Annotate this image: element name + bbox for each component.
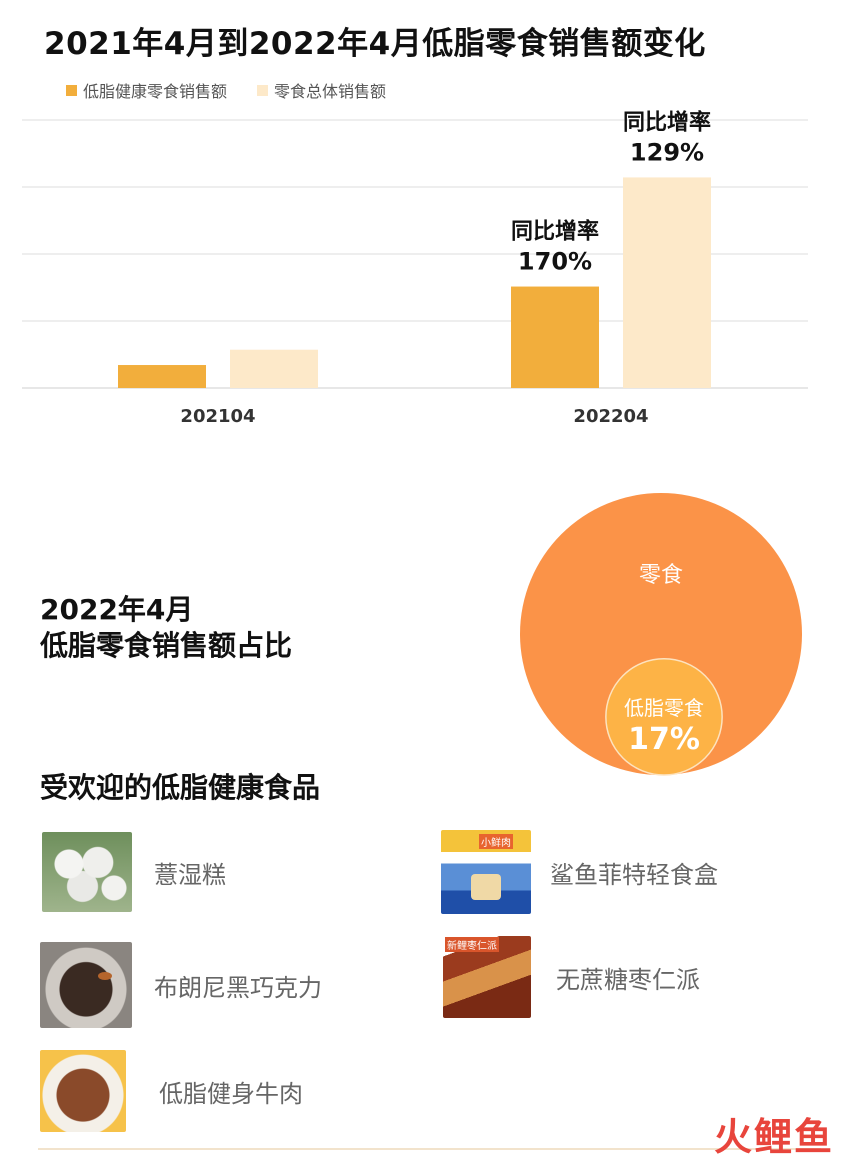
share-title-line2: 低脂零食销售额占比 (40, 629, 293, 662)
pie-inner-circle (605, 657, 723, 776)
legend-label-total: 零食总体销售额 (274, 82, 387, 101)
x-tick-label: 202204 (573, 406, 648, 427)
watermark-logo: 火鲤鱼 (713, 1115, 834, 1159)
bar-chart: 202104 同比增率 170% 同比增率 129% 202204 (22, 109, 808, 427)
product-item[interactable]: 薏湿糕 (42, 832, 226, 912)
bar (230, 349, 318, 388)
product-name: 无蔗糖枣仁派 (556, 965, 700, 994)
legend-item-total: 零食总体销售额 (257, 78, 386, 102)
bar-annotation-label: 同比增率 (623, 109, 711, 135)
product-item[interactable]: 新鲤枣仁派 无蔗糖枣仁派 (443, 936, 700, 1018)
pie-inner-value: 17% (628, 722, 700, 757)
date-pie-photo-icon: 新鲤枣仁派 (443, 936, 531, 1018)
legend-swatch-total (257, 84, 269, 96)
chart-legend: 低脂健康零食销售额 零食总体销售额 (66, 78, 386, 102)
product-item[interactable]: 布朗尼黑巧克力 (40, 942, 322, 1028)
legend-item-low-fat: 低脂健康零食销售额 (66, 78, 227, 102)
bar (623, 177, 711, 388)
legend-label-low-fat: 低脂健康零食销售额 (83, 82, 228, 101)
product-name: 鲨鱼菲特轻食盒 (550, 860, 718, 889)
brownie-photo-icon (40, 942, 132, 1028)
bar-annotation-value: 170% (518, 248, 592, 276)
bar (118, 365, 206, 388)
date-pie-label: 新鲤枣仁派 (445, 937, 499, 952)
bar (511, 286, 599, 388)
legend-swatch-low-fat (66, 84, 77, 96)
rice-cake-photo-icon (42, 832, 132, 912)
snack-box-photo-icon: 小鲜肉 (441, 830, 531, 914)
product-item[interactable]: 小鲜肉 鲨鱼菲特轻食盒 (441, 830, 718, 914)
bar-annotation-label: 同比增率 (511, 219, 599, 245)
product-item[interactable]: 低脂健身牛肉 (40, 1050, 303, 1132)
pie-inner-label: 低脂零食 (624, 696, 704, 720)
product-name: 薏湿糕 (154, 860, 226, 889)
snack-box-pack (471, 874, 501, 900)
beef-photo-icon (40, 1050, 126, 1132)
product-name: 布朗尼黑巧克力 (154, 973, 322, 1002)
share-title-line1: 2022年4月 (40, 593, 194, 626)
almond-shape (98, 972, 112, 980)
product-name: 低脂健身牛肉 (159, 1079, 303, 1108)
products-title: 受欢迎的低脂健康食品 (40, 771, 321, 804)
chart-title: 2021年4月到2022年4月低脂零食销售额变化 (44, 26, 706, 62)
pie-outer-label: 零食 (639, 563, 683, 588)
snack-box-label: 小鲜肉 (479, 834, 513, 849)
x-tick-label: 202104 (180, 406, 255, 427)
bar-annotation-value: 129% (630, 138, 704, 166)
pie-outer-circle (520, 493, 802, 775)
bottom-divider (38, 1148, 821, 1150)
